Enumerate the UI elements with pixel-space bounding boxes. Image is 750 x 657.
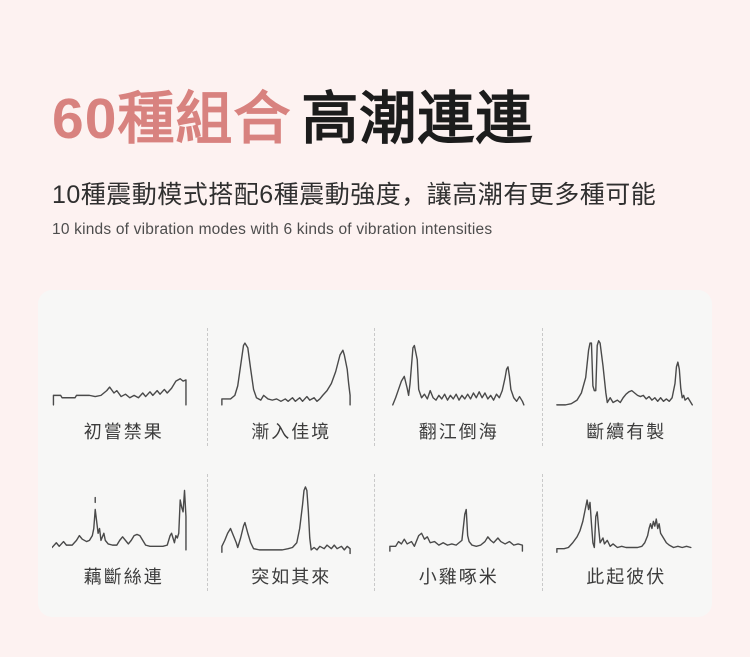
waveform-chart: [219, 336, 363, 412]
mode-cell: 漸入佳境: [208, 306, 376, 452]
mode-label: 突如其來: [251, 567, 332, 587]
mode-cell: 翻江倒海: [375, 306, 543, 452]
mode-cell: 初嘗禁果: [40, 306, 208, 452]
mode-label: 斷續有製: [586, 421, 667, 442]
waveform-chart: [554, 336, 698, 412]
modes-card: 初嘗禁果 漸入佳境 翻江倒海 斷續有製 藕斷絲連 突如其來 小雞啄米 此起彼伏: [38, 290, 712, 617]
title-accent: 60種組合: [52, 87, 292, 151]
waveform-chart: [387, 481, 531, 557]
page-title: 60種組合 高潮連連: [52, 88, 712, 151]
subtitle: 10種震動模式搭配6種震動強度，讓高潮有更多種可能: [52, 180, 657, 209]
mode-label: 初嘗禁果: [83, 421, 164, 442]
subtitle-english: 10 kinds of vibration modes with 6 kinds…: [52, 220, 493, 238]
waveform-chart: [52, 481, 196, 557]
mode-label: 漸入佳境: [251, 421, 332, 442]
waveform-chart: [219, 481, 363, 557]
mode-label: 翻江倒海: [418, 421, 499, 442]
mode-cell: 斷續有製: [543, 306, 711, 452]
waveform-chart: [554, 481, 698, 557]
mode-cell: 此起彼伏: [543, 452, 711, 598]
waveform-chart: [52, 336, 196, 412]
mode-cell: 突如其來: [208, 452, 376, 598]
header: 60種組合 高潮連連 10種震動模式搭配6種震動強度，讓高潮有更多種可能 10 k…: [52, 88, 712, 239]
mode-label: 藕斷絲連: [83, 567, 164, 587]
waveform-chart: [387, 336, 531, 412]
mode-label: 此起彼伏: [586, 567, 667, 587]
mode-cell: 藕斷絲連: [40, 452, 208, 598]
title-main: 高潮連連: [301, 87, 534, 151]
mode-label: 小雞啄米: [418, 567, 499, 587]
mode-cell: 小雞啄米: [375, 452, 543, 598]
